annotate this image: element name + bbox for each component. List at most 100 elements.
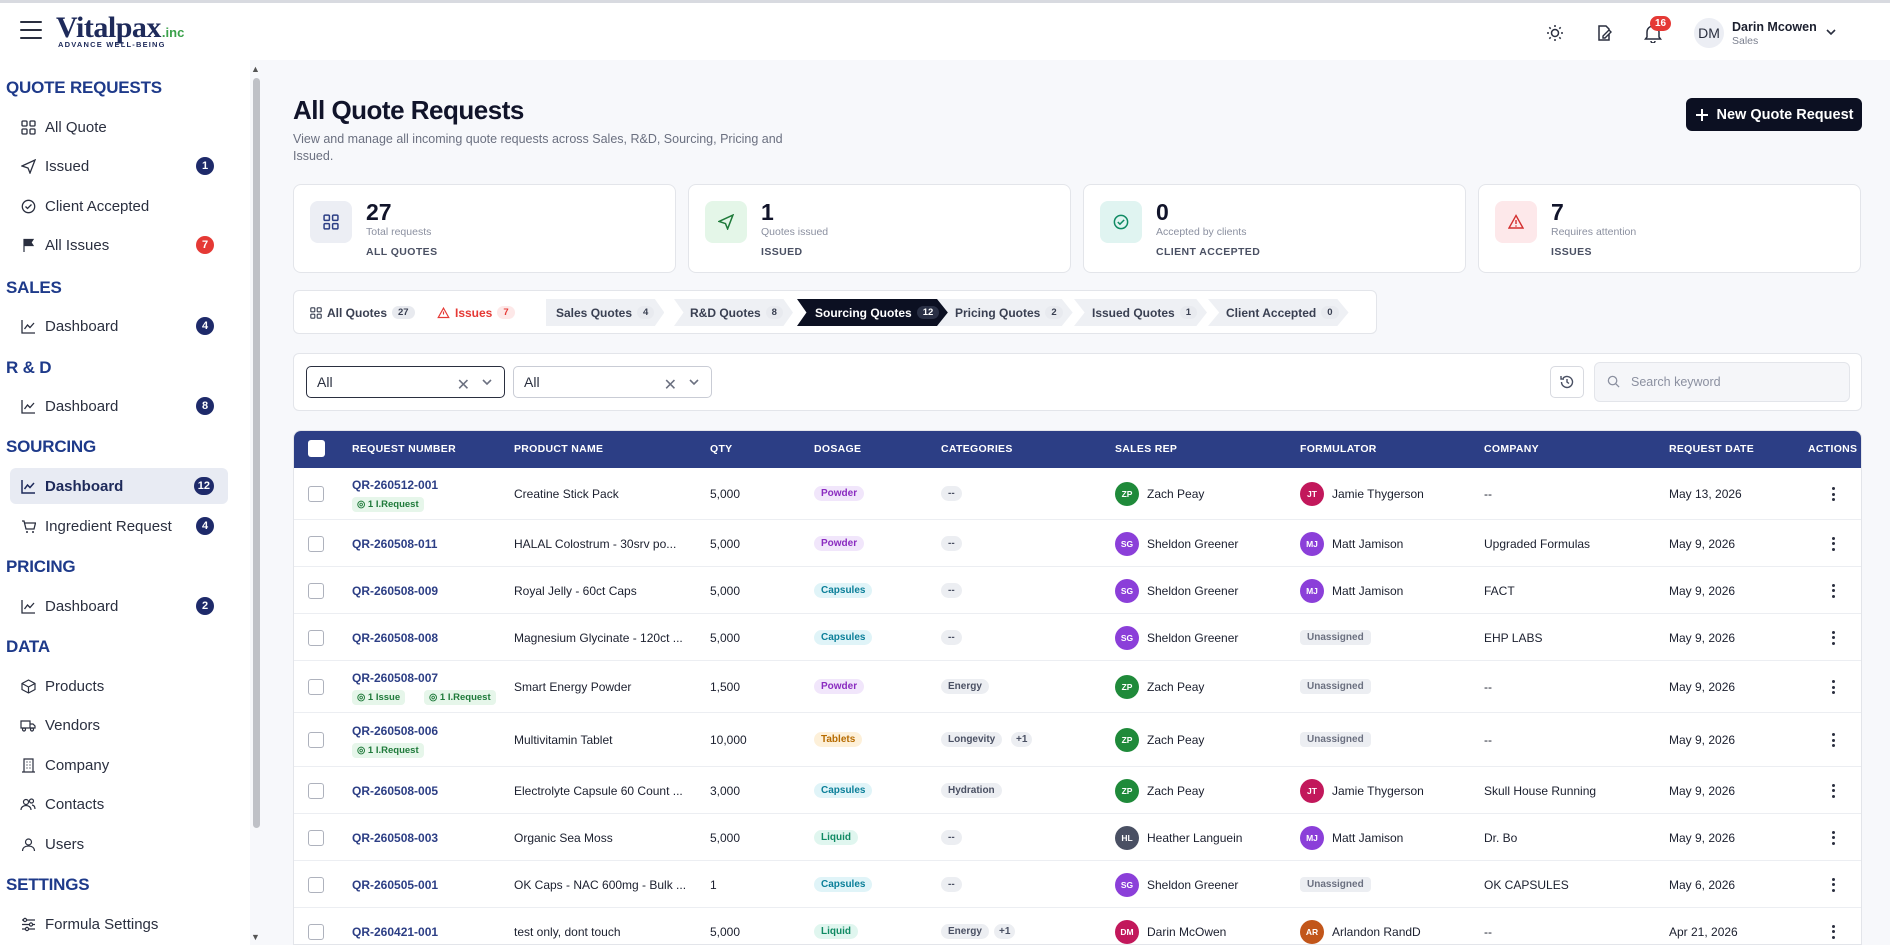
row-checkbox[interactable]: [308, 535, 324, 552]
row-checkbox[interactable]: [308, 679, 324, 695]
stat-card-client-accepted[interactable]: 0 Accepted by clients CLIENT ACCEPTED: [1083, 184, 1466, 273]
more-actions-icon[interactable]: [1831, 783, 1835, 798]
table-row[interactable]: QR-260508-007 ◎ 1 Issue ◎ 1 I.Request Smart…: [294, 661, 1861, 713]
theme-toggle-icon[interactable]: [1543, 21, 1567, 45]
search-input[interactable]: Search keyword: [1594, 362, 1850, 402]
chevron-down-icon[interactable]: [687, 375, 701, 392]
more-actions-icon[interactable]: [1831, 877, 1835, 892]
filter-select-1[interactable]: All ✕: [306, 366, 505, 398]
stat-card-issued[interactable]: 1 Quotes issued ISSUED: [688, 184, 1071, 273]
request-number-link[interactable]: QR-260421-001: [352, 924, 439, 939]
scroll-down-icon[interactable]: ▼: [251, 932, 260, 942]
tab-all-quotes[interactable]: All Quotes 27: [300, 299, 425, 326]
ingredient-request-chip[interactable]: ◎ 1 I.Request: [352, 497, 424, 512]
table-row[interactable]: QR-260505-001 OK Caps - NAC 600mg - Bulk …: [294, 861, 1861, 908]
request-number-link[interactable]: QR-260512-001: [352, 478, 439, 492]
stat-card-issues[interactable]: 7 Requires attention ISSUES: [1478, 184, 1861, 273]
sidebar-item-ingredient-request[interactable]: Ingredient Request 4: [10, 508, 228, 544]
clear-icon[interactable]: ✕: [456, 377, 470, 394]
tab-sales-quotes[interactable]: Sales Quotes 4: [546, 299, 665, 326]
sidebar-item-pricing-dashboard[interactable]: Dashboard 2: [10, 588, 228, 624]
ingredient-request-chip[interactable]: ◎ 1 I.Request: [424, 690, 496, 705]
history-button[interactable]: [1550, 366, 1584, 398]
select-all-checkbox[interactable]: [308, 440, 325, 457]
column-header[interactable]: PRODUCT NAME: [514, 443, 604, 455]
sidebar-item-rnd-dashboard[interactable]: Dashboard 8: [10, 388, 228, 424]
user-name[interactable]: Darin Mcowen: [1732, 20, 1817, 34]
column-header[interactable]: COMPANY: [1484, 443, 1539, 455]
column-header[interactable]: REQUEST DATE: [1669, 443, 1755, 455]
stat-card-all-quotes[interactable]: 27 Total requests ALL QUOTES: [293, 184, 676, 273]
clear-icon[interactable]: ✕: [663, 377, 677, 394]
category-more-pill[interactable]: +1: [994, 923, 1016, 939]
more-actions-icon[interactable]: [1831, 924, 1835, 939]
row-checkbox[interactable]: [308, 829, 324, 846]
sidebar-item-contacts[interactable]: Contacts: [10, 786, 228, 822]
scroll-up-icon[interactable]: ▲: [251, 64, 260, 74]
sidebar-item-products[interactable]: Products: [10, 668, 228, 704]
avatar[interactable]: DM: [1694, 18, 1724, 48]
request-number-link[interactable]: QR-260508-011: [352, 536, 438, 551]
tab-issues[interactable]: Issues 7: [427, 299, 525, 326]
request-number-link[interactable]: QR-260508-005: [352, 783, 439, 798]
request-number-link[interactable]: QR-260508-003: [352, 830, 439, 845]
sidebar-item-company[interactable]: Company: [10, 747, 228, 783]
row-checkbox[interactable]: [308, 782, 324, 799]
row-checkbox[interactable]: [308, 876, 324, 893]
column-header[interactable]: CATEGORIES: [941, 443, 1013, 455]
table-row[interactable]: QR-260508-011 HALAL Colostrum - 30srv po.…: [294, 520, 1861, 567]
sidebar-item-formula-settings[interactable]: Formula Settings: [10, 906, 228, 942]
tab-client-accepted[interactable]: Client Accepted 0: [1208, 299, 1349, 326]
ingredient-request-chip[interactable]: ◎ 1 I.Request: [352, 743, 424, 758]
filter-select-2[interactable]: All ✕: [513, 366, 712, 398]
row-checkbox[interactable]: [308, 732, 324, 748]
request-number-link[interactable]: QR-260508-009: [352, 583, 439, 598]
table-row[interactable]: QR-260508-008 Magnesium Glycinate - 120ct…: [294, 614, 1861, 661]
tab-rnd-quotes[interactable]: R&D Quotes 8: [674, 299, 793, 326]
sidebar-item-sourcing-dashboard[interactable]: Dashboard 12: [10, 468, 228, 504]
more-actions-icon[interactable]: [1831, 830, 1835, 845]
more-actions-icon[interactable]: [1831, 536, 1835, 551]
ingredient-request-chip[interactable]: ◎ 1 Issue: [352, 690, 406, 705]
table-row[interactable]: QR-260508-005 Electrolyte Capsule 60 Coun…: [294, 767, 1861, 814]
edit-note-icon[interactable]: [1592, 21, 1616, 45]
column-header[interactable]: REQUEST NUMBER: [352, 443, 456, 455]
sidebar-item-sales-dashboard[interactable]: Dashboard 4: [10, 308, 228, 344]
menu-icon[interactable]: [20, 21, 42, 39]
chevron-down-icon[interactable]: [1824, 25, 1838, 44]
sidebar-item-vendors[interactable]: Vendors: [10, 707, 228, 743]
row-checkbox[interactable]: [308, 486, 324, 502]
brand-logo[interactable]: Vitalpax.inc ADVANCE WELL-BEING: [56, 13, 184, 50]
sidebar-scrollbar[interactable]: [253, 78, 260, 828]
sidebar-item-client-accepted[interactable]: Client Accepted: [10, 188, 228, 224]
more-actions-icon[interactable]: [1831, 733, 1835, 747]
more-actions-icon[interactable]: [1831, 583, 1835, 598]
more-actions-icon[interactable]: [1831, 487, 1835, 501]
column-header[interactable]: DOSAGE: [814, 443, 862, 455]
column-header[interactable]: FORMULATOR: [1300, 443, 1377, 455]
column-header[interactable]: SALES REP: [1115, 443, 1178, 455]
table-row[interactable]: QR-260421-001 test only, dont touch 5,000 L…: [294, 908, 1861, 944]
category-more-pill[interactable]: +1: [1011, 732, 1033, 747]
request-number-link[interactable]: QR-260508-007: [352, 671, 439, 685]
table-row[interactable]: QR-260512-001 ◎ 1 I.Request Creatine Stick…: [294, 468, 1861, 520]
tab-sourcing-quotes[interactable]: Sourcing Quotes 12: [797, 299, 956, 326]
request-number-link[interactable]: QR-260508-008: [352, 630, 439, 645]
table-row[interactable]: QR-260508-003 Organic Sea Moss 5,000 Liquid…: [294, 814, 1861, 861]
tab-pricing-quotes[interactable]: Pricing Quotes 2: [937, 299, 1073, 326]
row-checkbox[interactable]: [308, 923, 324, 940]
more-actions-icon[interactable]: [1831, 680, 1835, 694]
sidebar-item-users[interactable]: Users: [10, 826, 228, 862]
request-number-link[interactable]: QR-260508-006: [352, 724, 439, 738]
sidebar-item-all-issues[interactable]: All Issues 7: [10, 227, 228, 263]
row-checkbox[interactable]: [308, 582, 324, 599]
sidebar-item-all-quote[interactable]: All Quote: [10, 109, 228, 145]
tab-issued-quotes[interactable]: Issued Quotes 1: [1074, 299, 1207, 326]
sidebar-item-issued[interactable]: Issued 1: [10, 148, 228, 184]
table-row[interactable]: QR-260508-006 ◎ 1 I.Request Multivitamin T…: [294, 713, 1861, 767]
chevron-down-icon[interactable]: [480, 375, 494, 392]
request-number-link[interactable]: QR-260505-001: [352, 877, 439, 892]
new-quote-request-button[interactable]: New Quote Request: [1686, 98, 1862, 131]
table-row[interactable]: QR-260508-009 Royal Jelly - 60ct Caps 5,00…: [294, 567, 1861, 614]
column-header[interactable]: QTY: [710, 443, 733, 455]
